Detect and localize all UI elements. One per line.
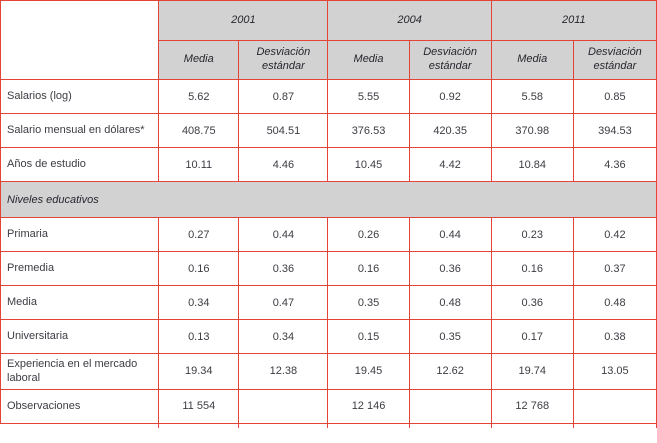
value-cell: 19.34 — [158, 353, 240, 390]
value-cell: 0.13 — [158, 319, 240, 354]
value-cell: 12 146 — [327, 388, 410, 424]
value-cell: 0.26 — [327, 217, 410, 252]
value-cell: 10.11 — [158, 147, 240, 182]
sd-header: Desviación estándar — [572, 40, 657, 80]
value-cell: 0.44 — [238, 217, 329, 252]
value-cell: 10.84 — [490, 147, 574, 182]
value-cell: 0.15 — [327, 319, 410, 354]
value-cell: 13.05 — [572, 353, 657, 390]
value-cell: 0.16 — [158, 251, 240, 286]
value-cell: 4.36 — [572, 147, 657, 182]
table-row: Salarios (log) 5.62 0.87 5.55 0.92 5.58 0.85 — [0, 79, 657, 114]
value-cell: 0.35 — [327, 285, 410, 320]
value-cell: 504.51 — [238, 113, 329, 148]
value-cell: 0.23 — [490, 217, 574, 252]
row-label: Primaria — [0, 217, 160, 252]
value-cell: 4.46 — [238, 147, 329, 182]
table-header: 2001 2004 2011 Media Desviación estándar… — [0, 0, 657, 80]
value-cell: 408.75 — [158, 113, 240, 148]
value-cell: 0.44 — [408, 217, 492, 252]
blank-corner-cell — [0, 0, 160, 80]
subheader-row: Media Desviación estándar Media Desviaci… — [1, 40, 657, 80]
cropped-cell — [238, 423, 329, 429]
cropped-partial-row — [0, 423, 657, 429]
row-label: Premedia — [0, 251, 160, 286]
value-cell: 19.74 — [490, 353, 574, 390]
value-cell: 4.42 — [408, 147, 492, 182]
value-cell: 0.47 — [238, 285, 329, 320]
table-row: Primaria 0.27 0.44 0.26 0.44 0.23 0.42 — [0, 217, 657, 252]
value-cell: 0.34 — [158, 285, 240, 320]
value-cell: 5.62 — [158, 79, 240, 114]
value-cell: 0.48 — [408, 285, 492, 320]
row-label: Observaciones — [0, 388, 160, 424]
cropped-cell — [408, 423, 492, 429]
year-header-2004: 2004 — [327, 0, 492, 41]
row-label: Salario mensual en dólares* — [0, 113, 160, 148]
value-cell: 0.92 — [408, 79, 492, 114]
section-row: Niveles educativos — [0, 181, 657, 218]
value-cell: 5.58 — [490, 79, 574, 114]
table-row: Premedia 0.16 0.36 0.16 0.36 0.16 0.37 — [0, 251, 657, 286]
table-row: Media 0.34 0.47 0.35 0.48 0.36 0.48 — [0, 285, 657, 320]
value-cell: 0.36 — [408, 251, 492, 286]
value-cell: 376.53 — [327, 113, 410, 148]
media-header: Media — [490, 40, 574, 80]
value-cell: 0.35 — [408, 319, 492, 354]
value-cell: 0.16 — [490, 251, 574, 286]
value-cell — [408, 388, 492, 424]
value-cell — [572, 388, 657, 424]
row-label: Universitaria — [0, 319, 160, 354]
media-header: Media — [158, 40, 240, 80]
row-label: Experiencia en el mercado laboral — [0, 353, 160, 390]
value-cell: 394.53 — [572, 113, 657, 148]
table-row: Años de estudio 10.11 4.46 10.45 4.42 10.84 4.… — [0, 147, 657, 182]
value-cell — [238, 388, 329, 424]
value-cell: 0.16 — [327, 251, 410, 286]
year-header-2001: 2001 — [158, 0, 329, 41]
cropped-cell — [327, 423, 410, 429]
value-cell: 0.38 — [572, 319, 657, 354]
sd-header: Desviación estándar — [238, 40, 329, 80]
value-cell: 11 554 — [158, 388, 240, 424]
sd-header: Desviación estándar — [408, 40, 492, 80]
value-cell: 12.38 — [238, 353, 329, 390]
value-cell: 0.42 — [572, 217, 657, 252]
table-row: Universitaria 0.13 0.34 0.15 0.35 0.17 0.38 — [0, 319, 657, 354]
value-cell: 0.36 — [490, 285, 574, 320]
section-header: Niveles educativos — [0, 181, 657, 218]
value-cell: 19.45 — [327, 353, 410, 390]
row-label: Salarios (log) — [0, 79, 160, 114]
value-cell: 420.35 — [408, 113, 492, 148]
value-cell: 0.85 — [572, 79, 657, 114]
table-row: Observaciones 11 554 12 146 12 768 — [0, 388, 657, 424]
value-cell: 10.45 — [327, 147, 410, 182]
statistics-table: 2001 2004 2011 Media Desviación estándar… — [0, 0, 657, 429]
cropped-cell — [572, 423, 657, 429]
value-cell: 370.98 — [490, 113, 574, 148]
cropped-cell — [0, 423, 160, 429]
table-row: Experiencia en el mercado laboral 19.34 12… — [0, 353, 657, 390]
value-cell: 0.27 — [158, 217, 240, 252]
year-header-2011: 2011 — [490, 0, 657, 41]
media-header: Media — [327, 40, 410, 80]
value-cell: 0.17 — [490, 319, 574, 354]
row-label: Años de estudio — [0, 147, 160, 182]
table-row: Salario mensual en dólares* 408.75 504.51 3… — [0, 113, 657, 148]
year-header-row: 2001 2004 2011 — [0, 0, 657, 80]
value-cell: 12.62 — [408, 353, 492, 390]
cropped-cell — [158, 423, 240, 429]
value-cell: 0.34 — [238, 319, 329, 354]
value-cell: 0.37 — [572, 251, 657, 286]
cropped-cell — [490, 423, 574, 429]
value-cell: 0.48 — [572, 285, 657, 320]
value-cell: 12 768 — [490, 388, 574, 424]
row-label: Media — [0, 285, 160, 320]
value-cell: 5.55 — [327, 79, 410, 114]
table-body: Salarios (log) 5.62 0.87 5.55 0.92 5.58 0.85 Sa… — [0, 79, 657, 429]
value-cell: 0.36 — [238, 251, 329, 286]
value-cell: 0.87 — [238, 79, 329, 114]
